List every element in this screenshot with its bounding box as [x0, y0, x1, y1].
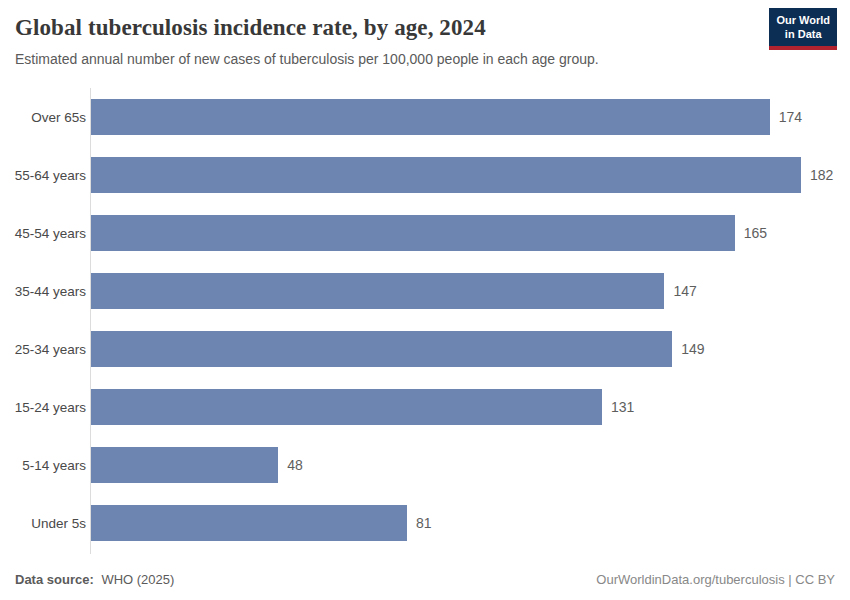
chart-row: 45-54 years 165	[0, 204, 850, 262]
bar-track: 165	[91, 215, 801, 251]
category-label: 35-44 years	[0, 284, 90, 299]
chart-row: Over 65s 174	[0, 88, 850, 146]
value-label: 149	[681, 341, 704, 357]
value-label: 174	[779, 109, 802, 125]
logo-line2: in Data	[776, 27, 830, 41]
chart-footer: Data source: WHO (2025) OurWorldinData.o…	[15, 572, 835, 587]
bar-track: 48	[91, 447, 801, 483]
footer-link: OurWorldinData.org/tuberculosis | CC BY	[596, 572, 835, 587]
bar-track: 149	[91, 331, 801, 367]
owid-logo: Our World in Data	[769, 8, 837, 50]
value-label: 48	[287, 457, 303, 473]
category-label: 5-14 years	[0, 458, 90, 473]
y-axis-line	[90, 88, 91, 554]
data-source-value: WHO (2025)	[101, 572, 174, 587]
chart-row: 55-64 years 182	[0, 146, 850, 204]
bar-track: 131	[91, 389, 801, 425]
data-source: Data source: WHO (2025)	[15, 572, 174, 587]
bar	[91, 215, 735, 251]
category-label: 45-54 years	[0, 226, 90, 241]
category-label: 25-34 years	[0, 342, 90, 357]
chart-row: 25-34 years 149	[0, 320, 850, 378]
bar-track: 81	[91, 505, 801, 541]
data-source-label: Data source:	[15, 572, 94, 587]
bar	[91, 447, 278, 483]
chart-header: Global tuberculosis incidence rate, by a…	[0, 0, 850, 88]
chart-row: Under 5s 81	[0, 494, 850, 552]
page-title: Global tuberculosis incidence rate, by a…	[15, 14, 486, 42]
bar-track: 182	[91, 157, 801, 193]
bar-track: 174	[91, 99, 801, 135]
chart-page: Global tuberculosis incidence rate, by a…	[0, 0, 850, 600]
bar	[91, 505, 407, 541]
value-label: 182	[810, 167, 833, 183]
chart-row: 15-24 years 131	[0, 378, 850, 436]
bar	[91, 273, 664, 309]
logo-line1: Our World	[776, 13, 830, 27]
category-label: Over 65s	[0, 110, 90, 125]
category-label: 15-24 years	[0, 400, 90, 415]
value-label: 165	[744, 225, 767, 241]
value-label: 81	[416, 515, 432, 531]
value-label: 147	[673, 283, 696, 299]
bar	[91, 331, 672, 367]
chart-row: 35-44 years 147	[0, 262, 850, 320]
category-label: Under 5s	[0, 516, 90, 531]
bar-track: 147	[91, 273, 801, 309]
bar-chart: Over 65s 174 55-64 years 182 45-54 years…	[0, 88, 850, 552]
chart-row: 5-14 years 48	[0, 436, 850, 494]
chart-subtitle: Estimated annual number of new cases of …	[15, 51, 599, 67]
bar	[91, 99, 770, 135]
bar	[91, 389, 602, 425]
bar	[91, 157, 801, 193]
category-label: 55-64 years	[0, 168, 90, 183]
value-label: 131	[611, 399, 634, 415]
